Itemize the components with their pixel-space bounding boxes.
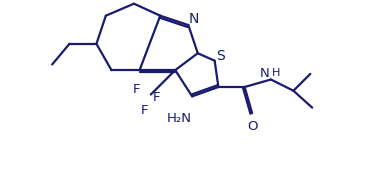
Text: H: H — [272, 68, 281, 78]
Text: S: S — [216, 49, 225, 63]
Text: N: N — [189, 12, 199, 26]
Text: N: N — [259, 67, 269, 80]
Text: F: F — [153, 91, 160, 104]
Text: F: F — [133, 84, 140, 97]
Text: O: O — [247, 120, 257, 133]
Text: H₂N: H₂N — [166, 112, 192, 125]
Text: F: F — [140, 104, 148, 117]
